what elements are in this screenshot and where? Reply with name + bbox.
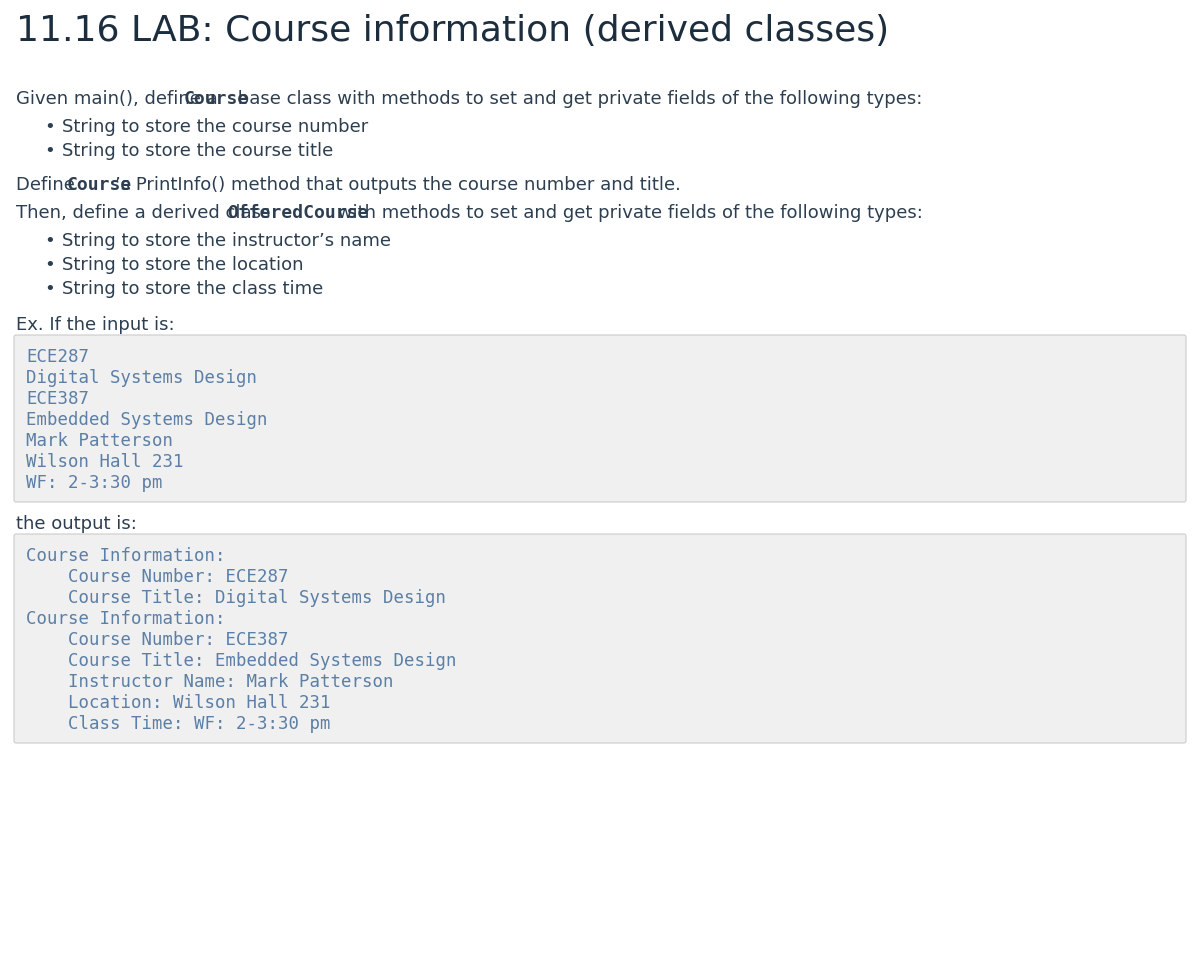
Text: Embedded Systems Design: Embedded Systems Design — [26, 410, 268, 429]
Text: OfferedCourse: OfferedCourse — [228, 204, 370, 222]
Text: String to store the course title: String to store the course title — [62, 142, 334, 160]
Text: Course: Course — [67, 176, 132, 193]
Text: Course Number: ECE287: Course Number: ECE287 — [26, 568, 288, 585]
Text: Wilson Hall 231: Wilson Hall 231 — [26, 452, 184, 471]
Text: Course Number: ECE387: Course Number: ECE387 — [26, 630, 288, 649]
Text: Course Information:: Course Information: — [26, 610, 226, 627]
Text: ’s PrintInfo() method that outputs the course number and title.: ’s PrintInfo() method that outputs the c… — [115, 176, 682, 193]
Text: 11.16 LAB: Course information (derived classes): 11.16 LAB: Course information (derived c… — [16, 14, 889, 48]
Text: Course Title: Embedded Systems Design: Course Title: Embedded Systems Design — [26, 652, 456, 669]
FancyBboxPatch shape — [14, 534, 1186, 743]
Text: Location: Wilson Hall 231: Location: Wilson Hall 231 — [26, 694, 330, 711]
Text: •: • — [44, 232, 55, 250]
Text: Mark Patterson: Mark Patterson — [26, 432, 173, 449]
Text: Then, define a derived class: Then, define a derived class — [16, 204, 276, 222]
Text: ECE387: ECE387 — [26, 390, 89, 407]
Text: •: • — [44, 142, 55, 160]
Text: Digital Systems Design: Digital Systems Design — [26, 368, 257, 387]
Text: with methods to set and get private fields of the following types:: with methods to set and get private fiel… — [332, 204, 923, 222]
Text: Ex. If the input is:: Ex. If the input is: — [16, 316, 175, 334]
Text: •: • — [44, 118, 55, 136]
Text: base class with methods to set and get private fields of the following types:: base class with methods to set and get p… — [232, 90, 923, 107]
Text: •: • — [44, 256, 55, 274]
Text: Course Information:: Course Information: — [26, 546, 226, 565]
Text: String to store the location: String to store the location — [62, 256, 304, 274]
Text: Given main(), define a: Given main(), define a — [16, 90, 223, 107]
FancyBboxPatch shape — [14, 336, 1186, 502]
Text: Course: Course — [184, 90, 250, 107]
Text: ECE287: ECE287 — [26, 348, 89, 365]
Text: Define: Define — [16, 176, 80, 193]
Text: Instructor Name: Mark Patterson: Instructor Name: Mark Patterson — [26, 672, 394, 691]
Text: String to store the class time: String to store the class time — [62, 279, 323, 298]
Text: Course Title: Digital Systems Design: Course Title: Digital Systems Design — [26, 588, 446, 607]
Text: Class Time: WF: 2-3:30 pm: Class Time: WF: 2-3:30 pm — [26, 714, 330, 732]
Text: •: • — [44, 279, 55, 298]
Text: String to store the instructor’s name: String to store the instructor’s name — [62, 232, 391, 250]
Text: the output is:: the output is: — [16, 515, 137, 532]
Text: String to store the course number: String to store the course number — [62, 118, 368, 136]
Text: WF: 2-3:30 pm: WF: 2-3:30 pm — [26, 474, 162, 491]
